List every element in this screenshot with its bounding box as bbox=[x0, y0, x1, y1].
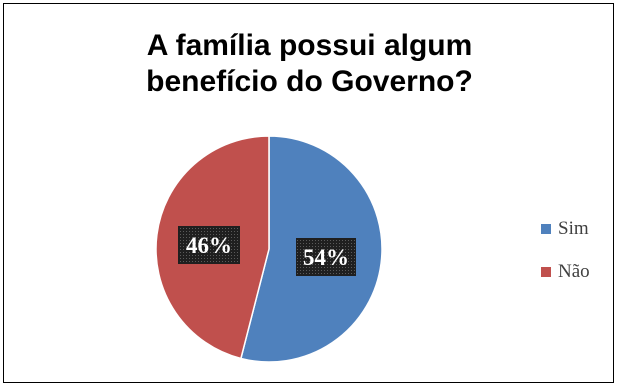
legend-item-sim: Sim bbox=[541, 218, 590, 240]
data-label-1: 46% bbox=[178, 226, 240, 264]
legend-label-sim: Sim bbox=[558, 218, 589, 239]
data-label-0: 54% bbox=[296, 238, 356, 276]
legend-swatch-nao bbox=[541, 267, 551, 277]
data-label-box bbox=[178, 226, 240, 264]
data-label-text: 54% bbox=[303, 245, 349, 270]
data-label-text: 46% bbox=[186, 233, 232, 258]
chart-legend: Sim Não bbox=[541, 218, 590, 304]
chart-title: A família possui algum benefício do Gove… bbox=[0, 28, 619, 100]
data-label-box bbox=[296, 238, 356, 276]
legend-item-nao: Não bbox=[541, 261, 590, 283]
legend-label-nao: Não bbox=[558, 261, 590, 282]
chart-title-line-1: A família possui algum bbox=[146, 29, 473, 62]
chart-title-line-2: benefício do Governo? bbox=[146, 65, 473, 98]
legend-swatch-sim bbox=[541, 224, 551, 234]
